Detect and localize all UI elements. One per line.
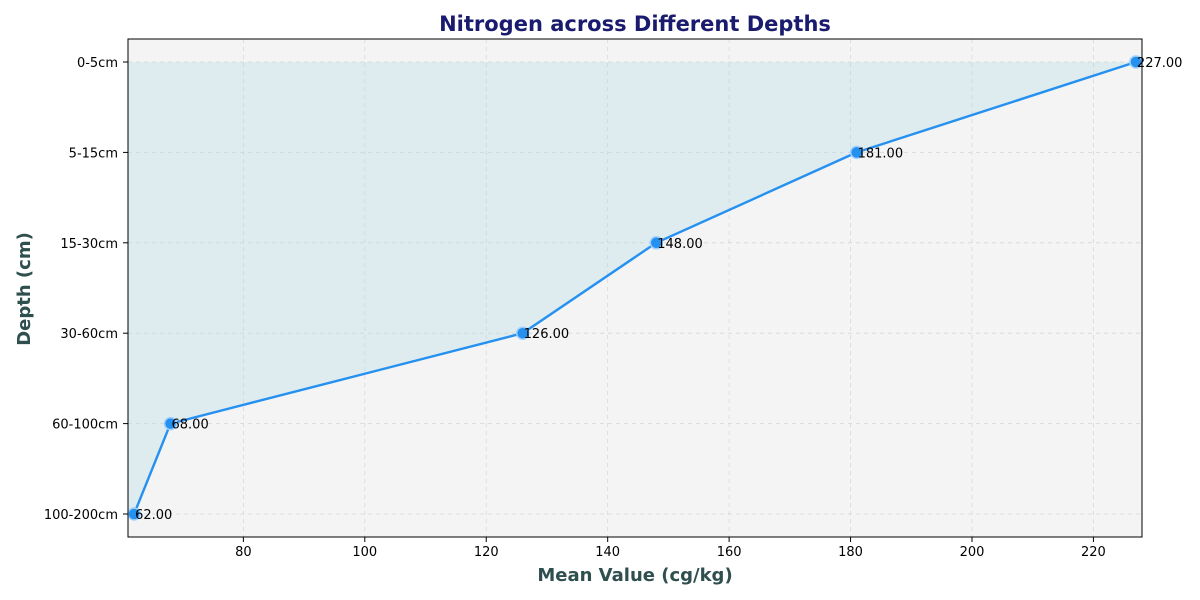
y-tick-label: 100-200cm — [44, 508, 118, 523]
data-point — [163, 416, 178, 431]
x-tick-label: 120 — [474, 545, 499, 560]
data-label: 148.00 — [657, 237, 703, 252]
plot-background — [128, 39, 1142, 537]
x-tick-label: 200 — [960, 545, 985, 560]
y-axis-ticks: 0-5cm 5-15cm 15-30cm 30-60cm 60-100cm 100-200… — [44, 56, 128, 523]
series-line — [132, 60, 1137, 515]
x-tick-label: 220 — [1081, 545, 1106, 560]
y-tick-label: 15-30cm — [60, 237, 118, 252]
grid — [128, 39, 1142, 537]
data-point — [515, 326, 530, 340]
x-tick-label: 140 — [595, 545, 620, 560]
x-axis-label: Mean Value (cg/kg) — [537, 565, 732, 586]
area-fill — [128, 62, 1136, 514]
x-tick-label: 80 — [235, 545, 252, 560]
y-tick-label: 60-100cm — [52, 418, 118, 433]
x-tick-label: 100 — [352, 545, 377, 560]
data-label: 62.00 — [135, 508, 172, 523]
data-label: 68.00 — [172, 418, 209, 433]
y-tick-label: 0-5cm — [77, 56, 118, 71]
data-label: 126.00 — [524, 327, 570, 342]
y-tick-label: 5-15cm — [69, 146, 118, 161]
y-tick-label: 30-60cm — [60, 327, 118, 342]
x-tick-label: 180 — [838, 545, 863, 560]
data-label: 181.00 — [858, 146, 904, 161]
data-point — [649, 236, 664, 250]
data-label: 227.00 — [1137, 56, 1183, 71]
x-axis-ticks: 80 100 120 140 160 180 200 220 — [235, 537, 1106, 560]
plot-frame — [127, 38, 1143, 538]
data-labels: 227.00 181.00 148.00 126.00 68.00 62.00 — [135, 56, 1182, 523]
x-tick-label: 160 — [717, 545, 742, 560]
data-point — [849, 145, 864, 160]
y-axis-label: Depth (cm) — [14, 232, 35, 346]
chart-title: Nitrogen across Different Depths — [439, 12, 831, 36]
